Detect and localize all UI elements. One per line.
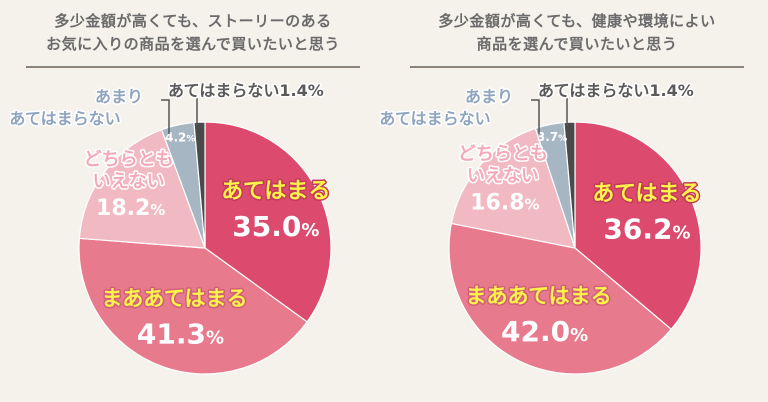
slice-label-amari-2: あてはまらない (9, 109, 120, 128)
slice-value-amari: 4.2% (165, 130, 195, 144)
slice-label-atehamaru: あてはまる (221, 179, 330, 204)
slice-label-dochiratomo-1: どちらとも (84, 149, 174, 170)
slice-value-maa-atehamaru: 41.3% (137, 318, 224, 351)
slice-value-maa-atehamaru: 42.0% (501, 315, 588, 348)
slice-value-dochiratomo: 18.2% (96, 196, 165, 221)
slice-label-atehamaru: あてはまる (592, 181, 701, 206)
slice-label-maa-atehamaru: まああてはまる (101, 287, 247, 311)
slice-value-amari: 3.7% (537, 130, 567, 144)
title-line-2: お気に入りの商品を選んで買いたいと思う (46, 35, 340, 53)
slice-dochiratomo (78, 128, 206, 249)
slice-value-atehamaru: 36.2% (603, 212, 690, 245)
value-number: 41.3 (137, 318, 206, 351)
pie-chart-story: あてはまる35.0%まああてはまる41.3%どちらともいえない18.2%4.2%… (8, 80, 332, 375)
slice-value-atehamaru: 35.0% (232, 210, 319, 243)
slice-atehamaranai (193, 121, 206, 249)
slice-label-dochiratomo-2: いえない (93, 171, 165, 192)
value-unit: % (186, 134, 195, 144)
value-number: 35.0 (232, 210, 301, 243)
slice-label-amari-1: あまり (465, 87, 513, 106)
value-unit: % (570, 325, 588, 346)
value-number: 16.8 (470, 191, 524, 216)
title-line-1: 多少金額が高くても、ストーリーのある (54, 12, 332, 30)
slice-label-dochiratomo-1: どちらとも (458, 144, 548, 165)
slice-label-dochiratomo-2: いえない (467, 166, 539, 187)
leader-line-amari (161, 99, 170, 134)
value-number: 3.7 (537, 130, 558, 144)
slice-dochiratomo (450, 127, 576, 249)
slice-atehamaru (574, 121, 702, 331)
slice-maa-atehamaru (448, 222, 673, 375)
slice-label-atehamaranai: あてはまらない1.4% (538, 81, 694, 100)
value-unit: % (525, 196, 540, 214)
value-unit: % (150, 201, 165, 219)
title-line-1: 多少金額が高くても、健康や環境によい (438, 12, 716, 30)
slice-atehamaranai (563, 121, 576, 249)
title-line-2: 商品を選んで買いたいと思う (476, 35, 678, 53)
title-divider (410, 66, 744, 68)
value-number: 4.2 (165, 130, 186, 144)
value-number: 36.2 (603, 212, 672, 245)
slice-maa-atehamaru (78, 237, 308, 375)
value-unit: % (673, 222, 691, 243)
slice-label-maa-atehamaru: まああてはまる (465, 284, 611, 308)
leader-line-amari (531, 99, 540, 134)
title-divider (26, 66, 360, 68)
pie-panel-story: 多少金額が高くても、ストーリーのある お気に入りの商品を選んで買いたいと思う あ… (8, 10, 368, 375)
value-number: 18.2 (96, 196, 150, 221)
value-number: 42.0 (501, 315, 570, 348)
slice-value-dochiratomo: 16.8% (470, 191, 539, 216)
pie-chart-health: あてはまる36.2%まああてはまる42.0%どちらともいえない16.8%3.7%… (378, 80, 703, 375)
slice-label-amari-2: あてはまらない (379, 109, 490, 128)
slice-label-amari-1: あまり (95, 87, 143, 106)
pie-panel-health: 多少金額が高くても、健康や環境によい 商品を選んで買いたいと思う あてはまる 36… (378, 0, 768, 402)
slice-label-atehamaranai: あてはまらない1.4% (168, 81, 324, 100)
slice-atehamaru (204, 121, 332, 323)
pie-title-health: 多少金額が高くても、健康や環境によい 商品を選んで買いたいと思う (402, 10, 752, 56)
value-unit: % (206, 328, 224, 349)
pie-title-story: 多少金額が高くても、ストーリーのある お気に入りの商品を選んで買いたいと思う (18, 10, 368, 56)
value-unit: % (558, 134, 567, 144)
value-unit: % (301, 220, 319, 241)
